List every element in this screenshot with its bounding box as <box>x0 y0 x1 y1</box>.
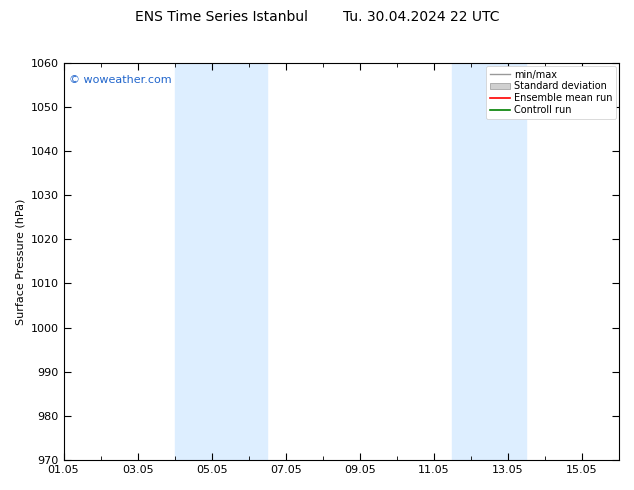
Bar <box>453 63 526 460</box>
Bar <box>174 63 267 460</box>
Legend: min/max, Standard deviation, Ensemble mean run, Controll run: min/max, Standard deviation, Ensemble me… <box>486 66 616 119</box>
Text: ENS Time Series Istanbul        Tu. 30.04.2024 22 UTC: ENS Time Series Istanbul Tu. 30.04.2024 … <box>135 10 499 24</box>
Y-axis label: Surface Pressure (hPa): Surface Pressure (hPa) <box>15 198 25 324</box>
Text: © woweather.com: © woweather.com <box>69 74 172 85</box>
